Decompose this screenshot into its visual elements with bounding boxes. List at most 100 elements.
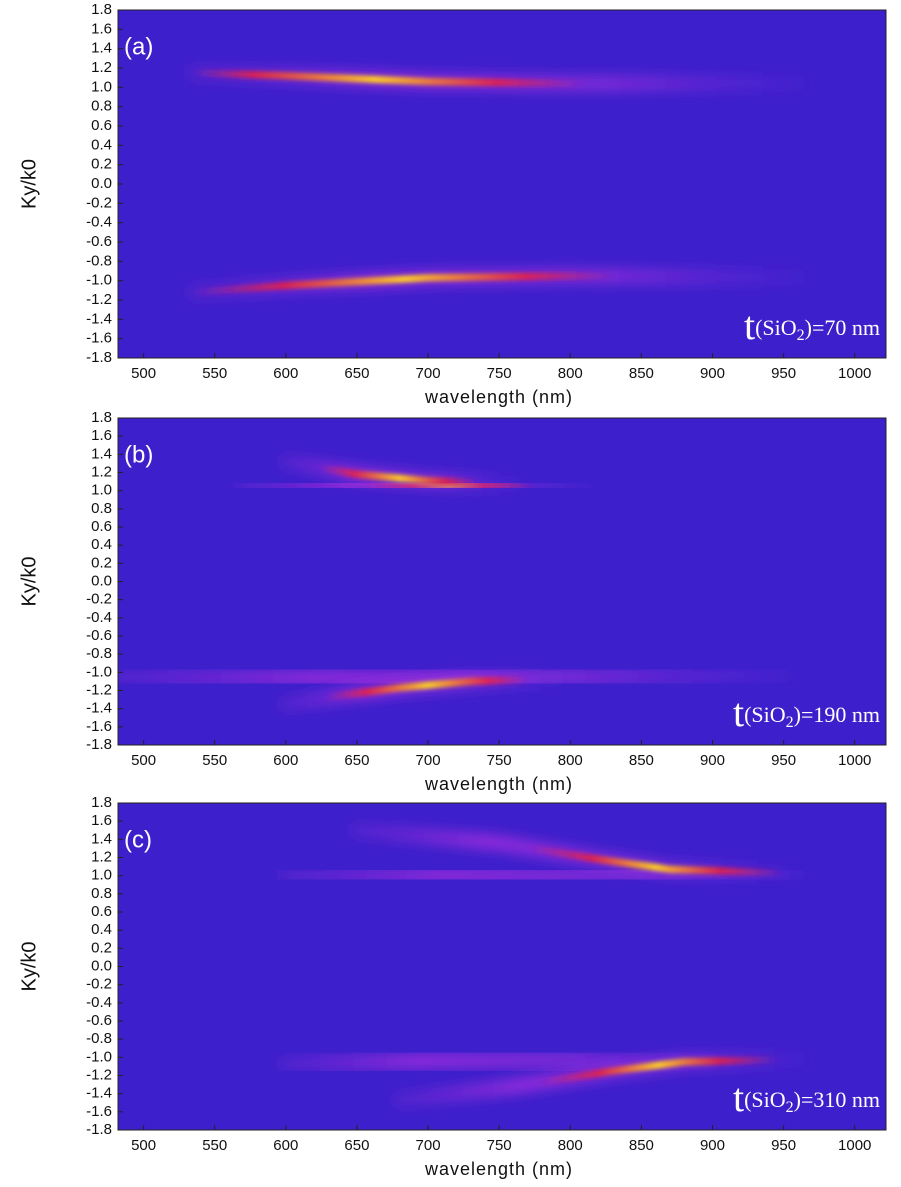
y-axis-label: Ky/k0 [18, 556, 40, 606]
y-tick-label: 1.8 [91, 1, 112, 18]
x-tick-label: 700 [416, 752, 441, 769]
y-tick-label: 0.4 [91, 536, 112, 553]
annotation-part: (SiO [744, 702, 786, 727]
y-tick-label: -0.8 [86, 1030, 112, 1047]
x-tick-label: 750 [487, 752, 512, 769]
band-core [189, 272, 802, 296]
y-tick-label: 0.4 [91, 136, 112, 153]
y-tick-label: -1.6 [86, 330, 112, 347]
y-tick-label: -1.4 [86, 310, 112, 327]
annotation-part: t [744, 303, 755, 348]
y-tick-label: -0.6 [86, 1012, 112, 1029]
x-tick-label: 700 [416, 365, 441, 382]
x-tick-label: 700 [416, 1137, 441, 1154]
y-tick-label: -0.2 [86, 194, 112, 211]
x-axis-label: wavelength (nm) [424, 387, 573, 407]
y-tick-label: 0.2 [91, 939, 112, 956]
annotation-part: t [733, 1075, 744, 1120]
annotation: t(SiO2)=70 nm [744, 303, 880, 348]
y-tick-label: 0.2 [91, 156, 112, 173]
annotation: t(SiO2)=190 nm [733, 690, 880, 735]
x-tick-label: 900 [700, 752, 725, 769]
x-axis-label: wavelength (nm) [424, 1159, 573, 1179]
y-tick-label: 1.6 [91, 812, 112, 829]
y-tick-label: -0.6 [86, 627, 112, 644]
panel-label: (c) [124, 826, 152, 853]
y-tick-label: 1.6 [91, 427, 112, 444]
x-tick-label: 750 [487, 365, 512, 382]
y-tick-label: 0.0 [91, 572, 112, 589]
y-tick-label: -1.0 [86, 663, 112, 680]
x-tick-label: 650 [344, 365, 369, 382]
y-tick-label: -0.4 [86, 214, 112, 231]
x-tick-label: 1000 [838, 1137, 871, 1154]
x-tick-label: 850 [629, 365, 654, 382]
plot-background [118, 803, 886, 1130]
y-tick-label: -0.8 [86, 645, 112, 662]
y-tick-label: 1.6 [91, 20, 112, 37]
x-tick-label: 850 [629, 752, 654, 769]
y-tick-label: -1.6 [86, 1103, 112, 1120]
y-tick-label: 0.6 [91, 518, 112, 535]
x-tick-label: 600 [273, 365, 298, 382]
y-tick-label: 1.0 [91, 482, 112, 499]
y-tick-label: 1.0 [91, 867, 112, 884]
y-tick-label: -0.2 [86, 976, 112, 993]
x-tick-label: 600 [273, 1137, 298, 1154]
y-tick-label: -1.2 [86, 681, 112, 698]
x-tick-label: 500 [131, 752, 156, 769]
x-tick-label: 500 [131, 365, 156, 382]
x-tick-label: 1000 [838, 365, 871, 382]
x-tick-label: 1000 [838, 752, 871, 769]
y-tick-label: -1.4 [86, 1085, 112, 1102]
x-tick-label: 800 [558, 752, 583, 769]
bands [277, 822, 806, 1109]
band-core [282, 675, 560, 708]
y-tick-label: -1.6 [86, 718, 112, 735]
annotation: t(SiO2)=310 nm [733, 1075, 880, 1120]
panel-label: (b) [124, 441, 153, 468]
x-tick-label: 500 [131, 1137, 156, 1154]
y-tick-label: -1.2 [86, 291, 112, 308]
y-tick-label: -1.0 [86, 272, 112, 289]
x-tick-label: 750 [487, 1137, 512, 1154]
band-core [353, 826, 788, 877]
y-tick-label: 0.8 [91, 885, 112, 902]
x-tick-label: 600 [273, 752, 298, 769]
y-tick-label: -0.8 [86, 252, 112, 269]
x-tick-label: 800 [558, 365, 583, 382]
x-tick-label: 550 [202, 365, 227, 382]
y-tick-label: 0.0 [91, 957, 112, 974]
plot-background [118, 418, 886, 745]
x-tick-label: 900 [700, 1137, 725, 1154]
x-tick-label: 650 [344, 752, 369, 769]
y-tick-label: -0.4 [86, 609, 112, 626]
band-core [396, 1055, 802, 1104]
y-tick-label: 1.4 [91, 40, 112, 57]
y-tick-label: -1.8 [86, 1121, 112, 1138]
x-tick-label: 850 [629, 1137, 654, 1154]
annotation-part: )=190 nm [794, 702, 880, 727]
annotation-part: 2 [786, 714, 794, 731]
y-tick-label: -1.4 [86, 700, 112, 717]
band-core [282, 458, 517, 488]
annotation-part: 2 [786, 1099, 794, 1116]
y-axis-label: Ky/k0 [18, 159, 40, 209]
y-axis-label: Ky/k0 [18, 941, 40, 991]
y-tick-label: 0.8 [91, 500, 112, 517]
y-tick-label: -0.6 [86, 233, 112, 250]
y-tick-label: -0.2 [86, 591, 112, 608]
annotation-part: )=310 nm [794, 1087, 880, 1112]
plot-background [118, 10, 886, 358]
x-tick-label: 550 [202, 1137, 227, 1154]
y-tick-label: 0.6 [91, 117, 112, 134]
y-tick-label: 1.0 [91, 78, 112, 95]
x-tick-label: 950 [771, 365, 796, 382]
y-tick-label: 1.8 [91, 794, 112, 811]
x-tick-label: 650 [344, 1137, 369, 1154]
y-tick-label: 0.8 [91, 98, 112, 115]
x-tick-label: 950 [771, 1137, 796, 1154]
x-tick-label: 950 [771, 752, 796, 769]
band-core [189, 69, 802, 87]
